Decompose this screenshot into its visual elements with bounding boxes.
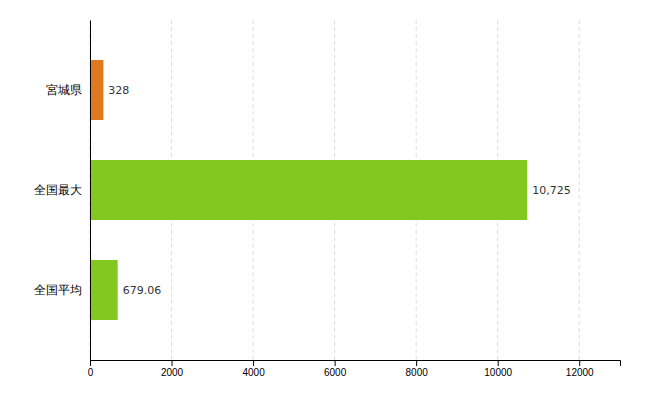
y-tick-label: 全国最大 [34,183,82,197]
x-tick-label: 6000 [324,367,347,378]
y-tick-label: 全国平均 [34,283,82,297]
grid-line [90,20,91,360]
bar [90,160,527,220]
x-tick-label: 8000 [406,367,429,378]
x-tick-label: 12000 [566,367,594,378]
bar [90,60,103,120]
y-tick: 全国平均 [34,283,90,297]
data-labels: 328 10,725 679.06 [108,84,570,297]
x-tick: 10000 [484,360,512,378]
x-tick: 6000 [324,360,347,378]
x-tick-mark [579,360,580,366]
y-tick: 宮城県 [46,83,90,97]
x-tick: 2000 [161,360,184,378]
x-tick: 12000 [566,360,594,378]
plot: 0 2000 4000 6000 8000 10000 12000 宮城県全国最大全国平均 32… [34,20,621,378]
y-tick: 全国最大 [34,183,90,197]
x-tick-mark [416,360,417,366]
x-tick-mark [335,360,336,366]
data-label: 679.06 [123,284,162,297]
x-tick-mark [172,360,173,366]
x-axis-line [91,361,621,367]
y-axis: 宮城県全国最大全国平均 [34,21,91,361]
x-tick-mark [498,360,499,366]
y-tick-label: 宮城県 [46,83,82,97]
y-axis-line [90,21,91,361]
x-tick-label: 4000 [242,367,265,378]
x-tick: 4000 [242,360,265,378]
x-tick: 0 [88,360,94,378]
bars [90,60,527,320]
x-tick-mark [90,360,91,366]
x-tick: 8000 [406,360,429,378]
data-label: 328 [108,84,129,97]
x-tick-label: 0 [88,367,94,378]
x-tick-label: 2000 [161,367,184,378]
data-label: 10,725 [532,184,571,197]
x-tick-label: 10000 [484,367,512,378]
chart-svg: 0 2000 4000 6000 8000 10000 12000 宮城県全国最大全国平均 32… [0,0,650,400]
x-axis: 0 2000 4000 6000 8000 10000 12000 [88,360,621,378]
chart-container: 0 2000 4000 6000 8000 10000 12000 宮城県全国最大全国平均 32… [0,0,650,400]
x-tick-mark [253,360,254,366]
grid-line [579,20,580,360]
grid [90,20,579,360]
bar [90,260,118,320]
